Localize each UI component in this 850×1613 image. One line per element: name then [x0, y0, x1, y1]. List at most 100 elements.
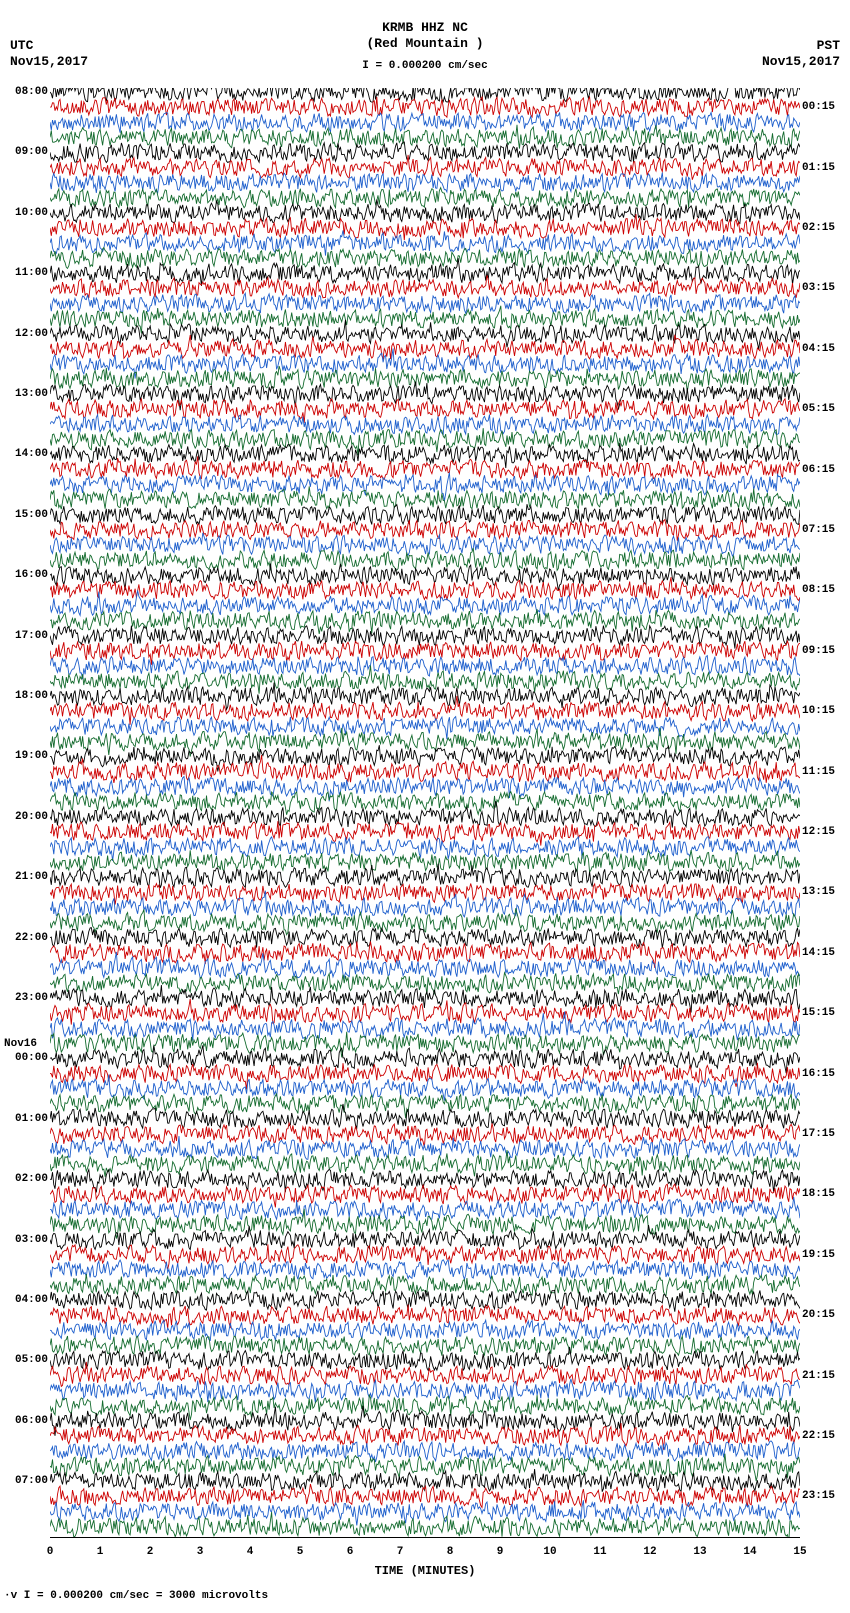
x-tick-label: 1 — [97, 1546, 104, 1558]
trace-line — [50, 415, 800, 435]
x-tick-label: 12 — [643, 1546, 656, 1558]
footer-prefix: ·v I — [4, 1590, 37, 1602]
x-tick-label: 4 — [247, 1546, 254, 1558]
x-axis-label: TIME (MINUTES) — [50, 1564, 800, 1578]
trace-line — [50, 1320, 800, 1340]
trace-line — [50, 792, 800, 815]
trace-line — [50, 1454, 800, 1481]
left-hour-label: 07:00 — [2, 1475, 48, 1487]
trace-line — [50, 1012, 800, 1041]
left-hour-label: 21:00 — [2, 871, 48, 883]
right-hour-label: 07:15 — [802, 524, 835, 536]
x-tick-label: 7 — [397, 1546, 404, 1558]
left-hour-label: 13:00 — [2, 388, 48, 400]
right-hour-label: 11:15 — [802, 766, 835, 778]
left-hour-label: 08:00 — [2, 86, 48, 98]
trace-line — [50, 486, 800, 509]
trace-line — [50, 942, 800, 968]
trace-line — [50, 1379, 800, 1403]
trace-line — [50, 717, 800, 740]
trace-line — [50, 88, 800, 102]
left-time-labels: 08:0009:0010:0011:0012:0013:0014:0015:00… — [2, 88, 48, 1538]
right-hour-label: 03:15 — [802, 282, 835, 294]
right-time-labels: 00:1501:1502:1503:1504:1505:1506:1507:15… — [802, 88, 848, 1538]
trace-line — [50, 1184, 800, 1207]
trace-line — [50, 125, 800, 149]
trace-line — [50, 1305, 800, 1329]
trace-line — [50, 884, 800, 905]
left-hour-label: 14:00 — [2, 448, 48, 460]
right-hour-label: 21:15 — [802, 1370, 835, 1382]
right-timezone: PST — [817, 38, 840, 53]
trace-line — [50, 1423, 800, 1450]
left-date2: Nov16 — [4, 1038, 37, 1050]
trace-line — [50, 1335, 800, 1356]
trace-line — [50, 1441, 800, 1462]
station-title: KRMB HHZ NC — [0, 20, 850, 35]
trace-line — [50, 564, 800, 591]
right-hour-label: 10:15 — [802, 705, 835, 717]
trace-line — [50, 293, 800, 313]
x-tick-label: 8 — [447, 1546, 454, 1558]
trace-line — [50, 1244, 800, 1269]
left-hour-label: 23:00 — [2, 992, 48, 1004]
helicorder-traces — [50, 88, 800, 1538]
trace-line — [50, 1260, 800, 1280]
left-hour-label: 09:00 — [2, 146, 48, 158]
trace-line — [50, 745, 800, 771]
trace-line — [50, 641, 800, 665]
right-hour-label: 15:15 — [802, 1007, 835, 1019]
x-tick-label: 5 — [297, 1546, 304, 1558]
left-hour-label: 11:00 — [2, 267, 48, 279]
right-hour-label: 08:15 — [802, 584, 835, 596]
x-tick-label: 3 — [197, 1546, 204, 1558]
x-tick-label: 10 — [543, 1546, 556, 1558]
right-hour-label: 16:15 — [802, 1068, 835, 1080]
station-location: (Red Mountain ) — [0, 36, 850, 51]
x-tick-label: 2 — [147, 1546, 154, 1558]
right-hour-label: 14:15 — [802, 947, 835, 959]
left-hour-label: 10:00 — [2, 207, 48, 219]
right-date: Nov15,2017 — [762, 54, 840, 69]
x-tick-label: 13 — [693, 1546, 706, 1558]
right-hour-label: 17:15 — [802, 1128, 835, 1140]
trace-line — [50, 188, 800, 208]
trace-line — [50, 97, 800, 118]
left-hour-label: 01:00 — [2, 1113, 48, 1125]
x-tick-label: 0 — [47, 1546, 54, 1558]
trace-line — [50, 683, 800, 710]
trace-line — [50, 231, 800, 256]
left-date: Nov15,2017 — [10, 54, 88, 69]
scale-text: = 0.000200 cm/sec — [376, 60, 488, 72]
trace-line — [50, 456, 800, 479]
helicorder-container: KRMB HHZ NC (Red Mountain ) I = 0.000200… — [0, 0, 850, 1613]
trace-line — [50, 1045, 800, 1073]
left-hour-label: 03:00 — [2, 1234, 48, 1246]
left-hour-label: 18:00 — [2, 690, 48, 702]
trace-line — [50, 891, 800, 917]
footer-text: = 0.000200 cm/sec = 3000 microvolts — [37, 1590, 268, 1602]
right-hour-label: 18:15 — [802, 1188, 835, 1200]
left-hour-label: 02:00 — [2, 1173, 48, 1185]
trace-line — [50, 142, 800, 163]
left-hour-label: 00:00 — [2, 1052, 48, 1064]
trace-line — [50, 1512, 800, 1538]
right-hour-label: 04:15 — [802, 343, 835, 355]
left-hour-label: 17:00 — [2, 630, 48, 642]
x-tick-label: 6 — [347, 1546, 354, 1558]
right-hour-label: 19:15 — [802, 1249, 835, 1261]
trace-line — [50, 214, 800, 240]
trace-line — [50, 1104, 800, 1128]
left-hour-label: 16:00 — [2, 569, 48, 581]
left-hour-label: 04:00 — [2, 1294, 48, 1306]
left-hour-label: 20:00 — [2, 811, 48, 823]
right-hour-label: 23:15 — [802, 1490, 835, 1502]
x-tick-label: 11 — [593, 1546, 606, 1558]
trace-line — [50, 1347, 800, 1370]
trace-line — [50, 520, 800, 541]
trace-line — [50, 1197, 800, 1221]
left-timezone: UTC — [10, 38, 33, 53]
trace-line — [50, 837, 800, 861]
left-hour-label: 06:00 — [2, 1415, 48, 1427]
left-hour-label: 19:00 — [2, 750, 48, 762]
